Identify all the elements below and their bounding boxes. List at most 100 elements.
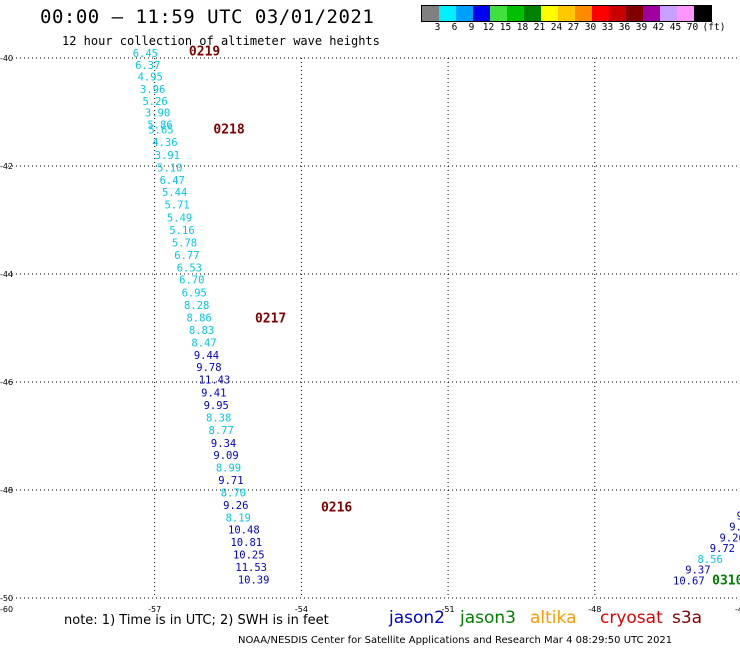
- colorbar-label: 70: [686, 22, 699, 33]
- colorbar-swatch: [473, 6, 490, 21]
- x-tick-label: -57: [148, 605, 161, 614]
- colorbar-swatch: [456, 6, 473, 21]
- satellite-legend-item: jason2: [389, 608, 445, 628]
- wave-height-value: 8.83: [189, 325, 214, 337]
- wave-height-value: 6.77: [174, 250, 199, 262]
- wave-height-value: 6.70: [179, 275, 204, 287]
- wave-height-value: 9.8: [737, 511, 740, 523]
- wave-height-value: 10.39: [238, 574, 270, 586]
- wave-height-value: 9.44: [194, 350, 219, 362]
- colorbar-label: 9: [468, 22, 475, 33]
- footer-note: note: 1) Time is in UTC; 2) SWH is in fe…: [64, 613, 329, 628]
- wave-height-value: 11.43: [199, 375, 231, 387]
- wave-height-value: 6.53: [177, 262, 202, 274]
- x-tick-label: -51: [442, 605, 455, 614]
- wave-height-value: 9.09: [213, 450, 238, 462]
- colorbar-label: 21: [533, 22, 546, 33]
- colorbar-swatch: [558, 6, 575, 21]
- colorbar-swatch: [694, 6, 711, 21]
- colorbar-label: 30: [584, 22, 597, 33]
- colorbar-label: 42: [652, 22, 665, 33]
- colorbar-label: 39: [635, 22, 648, 33]
- wave-height-value: 8.28: [184, 300, 209, 312]
- wave-height-value: 10.81: [230, 537, 262, 549]
- credit-line: NOAA/NESDIS Center for Satellite Applica…: [238, 635, 673, 646]
- wave-height-value: 8.56: [697, 554, 722, 566]
- wave-height-value: 9.41: [201, 388, 226, 400]
- colorbar-label: 24: [550, 22, 563, 33]
- colorbar-label: 18: [516, 22, 529, 33]
- wave-height-value: 4.95: [138, 72, 163, 84]
- colorbar-label: 36: [618, 22, 631, 33]
- wave-height-value: 6.95: [182, 288, 207, 300]
- colorbar-label: 12: [482, 22, 495, 33]
- colorbar-swatch: [507, 6, 524, 21]
- y-tick-label: -42: [0, 162, 13, 171]
- colorbar-swatch: [575, 6, 592, 21]
- wave-height-value: 9.78: [196, 362, 221, 374]
- colorbar-swatch: [660, 6, 677, 21]
- wave-height-value: 8.19: [226, 512, 251, 524]
- wave-height-value: 6.37: [135, 60, 160, 72]
- colorbar-label: 45: [669, 22, 682, 33]
- colorbar-swatch: [677, 6, 694, 21]
- colorbar-swatch: [592, 6, 609, 21]
- wave-height-value: 11.53: [235, 562, 267, 574]
- wave-height-value: 9.26: [719, 532, 740, 544]
- colorbar-swatch: [524, 6, 541, 21]
- satellite-legend-item: jason3: [460, 608, 516, 628]
- x-tick-label: -54: [295, 605, 308, 614]
- wave-height-value: 5.26: [142, 96, 167, 108]
- colorbar-swatch: [490, 6, 507, 21]
- wave-height-value: 5.16: [169, 225, 194, 237]
- y-tick-label: -44: [0, 270, 13, 279]
- corner-label: -60: [0, 605, 13, 614]
- satellite-legend-item: s3a: [672, 608, 703, 628]
- y-tick-label: -46: [0, 378, 13, 387]
- y-tick-label: -40: [0, 54, 13, 63]
- pass-time-label: 0219: [189, 44, 220, 59]
- wave-height-value: 3.90: [145, 107, 170, 119]
- wave-height-value: 9.70: [729, 522, 740, 534]
- wave-height-value: 8.86: [186, 313, 211, 325]
- wave-height-value: 10.25: [233, 550, 265, 562]
- x-tick-label: -45: [735, 605, 740, 614]
- wave-height-value: 6.45: [133, 48, 158, 60]
- wave-height-value: 5.49: [167, 213, 192, 225]
- wave-height-value: 10.67: [673, 576, 705, 588]
- wave-height-value: 4.36: [152, 137, 177, 149]
- colorbar-swatch: [422, 6, 439, 21]
- wave-height-value: 9.37: [685, 565, 710, 577]
- wave-height-value: 9.95: [204, 400, 229, 412]
- wave-height-value: 3.96: [140, 84, 165, 96]
- pass-time-label: 0217: [255, 312, 286, 327]
- wave-height-value: 8.70: [221, 487, 246, 499]
- wave-height-value: 6.47: [160, 175, 185, 187]
- y-tick-label: -50: [0, 594, 13, 603]
- wave-height-value: 9.71: [218, 475, 243, 487]
- wave-height-value: 5.78: [172, 237, 197, 249]
- page-title: 00:00 — 11:59 UTC 03/01/2021: [40, 6, 375, 28]
- wave-height-value: 5.44: [162, 187, 187, 199]
- wave-height-value: 8.47: [191, 337, 216, 349]
- pass-time-label: 0218: [213, 123, 244, 138]
- colorbar-label: 33: [601, 22, 614, 33]
- wave-height-value: 9.26: [223, 500, 248, 512]
- colorbar-swatch: [643, 6, 660, 21]
- wave-height-value: 10.48: [228, 525, 260, 537]
- wave-height-value: 5.86: [147, 120, 172, 132]
- wave-height-value: 5.65: [148, 125, 173, 137]
- colorbar-units: (ft): [702, 22, 726, 33]
- pass-time-label: 0310: [712, 574, 740, 589]
- wave-height-value: 8.77: [208, 425, 233, 437]
- satellite-legend-item: altika: [530, 608, 577, 628]
- satellite-legend-item: cryosat: [600, 608, 663, 628]
- colorbar-swatch: [609, 6, 626, 21]
- wave-height-value: 8.38: [206, 412, 231, 424]
- colorbar-label: 6: [451, 22, 458, 33]
- wave-height-value: 8.99: [216, 463, 241, 475]
- y-tick-label: -48: [0, 486, 13, 495]
- wave-height-value: 5.10: [157, 162, 182, 174]
- colorbar-swatch: [626, 6, 643, 21]
